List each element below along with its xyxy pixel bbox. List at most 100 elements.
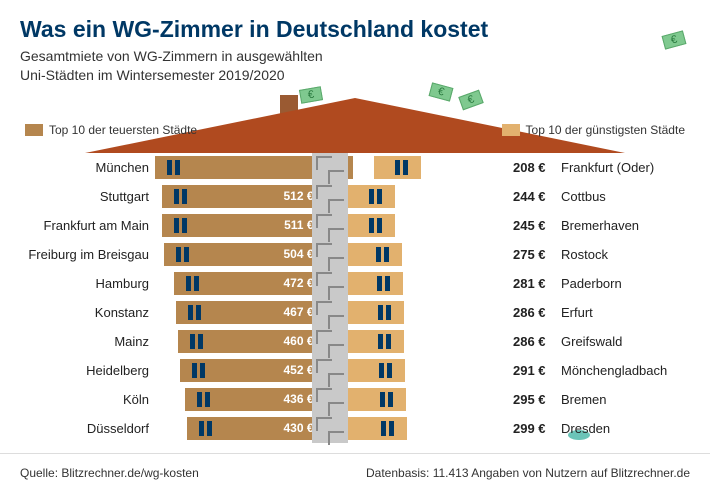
chart-body: München644 €208 €Frankfurt (Oder)Stuttga… xyxy=(20,153,690,443)
bar-right-zone xyxy=(321,240,506,269)
city-expensive: München xyxy=(20,153,155,182)
bar-right-zone xyxy=(321,414,506,443)
window-icon xyxy=(190,334,204,349)
subtitle-line-2: Uni-Städten im Wintersemester 2019/2020 xyxy=(20,67,285,83)
city-expensive: Freiburg im Breisgau xyxy=(20,240,155,269)
bar-expensive: 430 € xyxy=(187,417,319,440)
window-icon xyxy=(199,421,213,436)
bar-value-expensive: 504 € xyxy=(283,247,313,261)
legend-swatch-dark xyxy=(25,124,43,136)
window-icon xyxy=(174,218,188,233)
bar-value-cheap: 208 € xyxy=(505,153,555,182)
chart-row: München644 €208 €Frankfurt (Oder) xyxy=(20,153,690,182)
window-icon xyxy=(378,305,392,320)
legend-swatch-light xyxy=(502,124,520,136)
chart-row: Heidelberg 452 € 291 €Mönchengladbach xyxy=(20,356,690,385)
bar-left-zone: 504 € xyxy=(155,240,321,269)
legend-label-cheap: Top 10 der günstigsten Städte xyxy=(526,123,685,137)
legend-cheap: Top 10 der günstigsten Städte xyxy=(502,123,685,137)
roof-illustration: Top 10 der teuersten Städte Top 10 der g… xyxy=(20,93,690,153)
chart-row: Frankfurt am Main 511 € 245 €Bremerhaven xyxy=(20,211,690,240)
bar-right-zone xyxy=(321,269,506,298)
bar-left-zone: 512 € xyxy=(155,182,321,211)
bar-right-zone xyxy=(321,211,506,240)
bar-expensive: 472 € xyxy=(174,272,319,295)
bar-value-cheap: 286 € xyxy=(505,298,555,327)
bar-right-zone xyxy=(321,385,506,414)
bar-cheap xyxy=(341,272,404,295)
bar-cheap xyxy=(341,330,405,353)
bar-value-cheap: 295 € xyxy=(505,385,555,414)
bar-cheap xyxy=(341,185,395,208)
chart-row: Freiburg im Breisgau 504 € 275 €Rostock xyxy=(20,240,690,269)
bar-left-zone: 511 € xyxy=(155,211,321,240)
bar-right-zone xyxy=(321,298,506,327)
bar-left-zone: 430 € xyxy=(155,414,321,443)
bar-expensive: 511 € xyxy=(162,214,319,237)
window-icon xyxy=(369,189,383,204)
bar-cheap xyxy=(341,359,406,382)
window-icon xyxy=(377,276,391,291)
bar-expensive: 452 € xyxy=(180,359,319,382)
city-expensive: Heidelberg xyxy=(20,356,155,385)
chart-row: Mainz460 €286 €Greifswald xyxy=(20,327,690,356)
city-cheap: Dresden xyxy=(555,414,690,443)
bar-cheap xyxy=(341,301,405,324)
city-cheap: Paderborn xyxy=(555,269,690,298)
chart-title: Was ein WG-Zimmer in Deutschland kostet xyxy=(0,0,710,47)
city-cheap: Bremerhaven xyxy=(555,211,690,240)
bar-right-zone xyxy=(321,356,506,385)
window-icon xyxy=(192,363,206,378)
bar-left-zone: 460 € xyxy=(155,327,321,356)
bar-value-cheap: 245 € xyxy=(505,211,555,240)
window-icon xyxy=(395,160,409,175)
city-expensive: Hamburg xyxy=(20,269,155,298)
legend-expensive: Top 10 der teuersten Städte xyxy=(25,123,197,137)
city-expensive: Köln xyxy=(20,385,155,414)
city-expensive: Konstanz xyxy=(20,298,155,327)
window-icon xyxy=(376,247,390,262)
bar-cheap xyxy=(341,214,396,237)
bar-value-expensive: 511 € xyxy=(284,218,313,232)
bar-right-zone xyxy=(321,327,506,356)
chart-row: Stuttgart512 €244 €Cottbus xyxy=(20,182,690,211)
bar-value-cheap: 281 € xyxy=(505,269,555,298)
chart-row: Köln436 €295 €Bremen xyxy=(20,385,690,414)
window-icon xyxy=(380,392,394,407)
bar-value-cheap: 299 € xyxy=(505,414,555,443)
bar-expensive: 467 € xyxy=(176,301,320,324)
data-basis-text: Datenbasis: 11.413 Angaben von Nutzern a… xyxy=(366,466,690,480)
bar-value-expensive: 512 € xyxy=(283,189,313,203)
city-cheap: Bremen xyxy=(555,385,690,414)
bar-value-expensive: 467 € xyxy=(283,305,313,319)
bar-cheap xyxy=(341,417,408,440)
bar-value-cheap: 291 € xyxy=(505,356,555,385)
bar-value-cheap: 275 € xyxy=(505,240,555,269)
city-expensive: Mainz xyxy=(20,327,155,356)
city-cheap: Erfurt xyxy=(555,298,690,327)
bar-value-expensive: 430 € xyxy=(283,421,313,435)
source-row: Quelle: Blitzrechner.de/wg-kosten Datenb… xyxy=(0,453,710,490)
city-cheap: Rostock xyxy=(555,240,690,269)
bar-cheap xyxy=(341,388,407,411)
bar-value-cheap: 286 € xyxy=(505,327,555,356)
bar-right-zone xyxy=(354,153,505,182)
window-icon xyxy=(381,421,395,436)
city-expensive: Frankfurt am Main xyxy=(20,211,155,240)
bar-value-expensive: 472 € xyxy=(283,276,313,290)
subtitle-line-1: Gesamtmiete von WG-Zimmern in ausgewählt… xyxy=(20,48,323,64)
bar-left-zone: 452 € xyxy=(155,356,321,385)
chart-row: Düsseldorf 430 € 299 €Dresden xyxy=(20,414,690,443)
window-icon xyxy=(186,276,200,291)
bar-value-cheap: 244 € xyxy=(505,182,555,211)
city-cheap: Mönchengladbach xyxy=(555,356,690,385)
source-text: Quelle: Blitzrechner.de/wg-kosten xyxy=(20,466,199,480)
bar-expensive: 512 € xyxy=(162,185,320,208)
window-icon xyxy=(369,218,383,233)
bar-right-zone xyxy=(321,182,506,211)
bar-value-expensive: 460 € xyxy=(283,334,313,348)
bar-cheap xyxy=(341,243,402,266)
legend-label-expensive: Top 10 der teuersten Städte xyxy=(49,123,197,137)
city-expensive: Düsseldorf xyxy=(20,414,155,443)
chart-subtitle: Gesamtmiete von WG-Zimmern in ausgewählt… xyxy=(0,47,710,93)
